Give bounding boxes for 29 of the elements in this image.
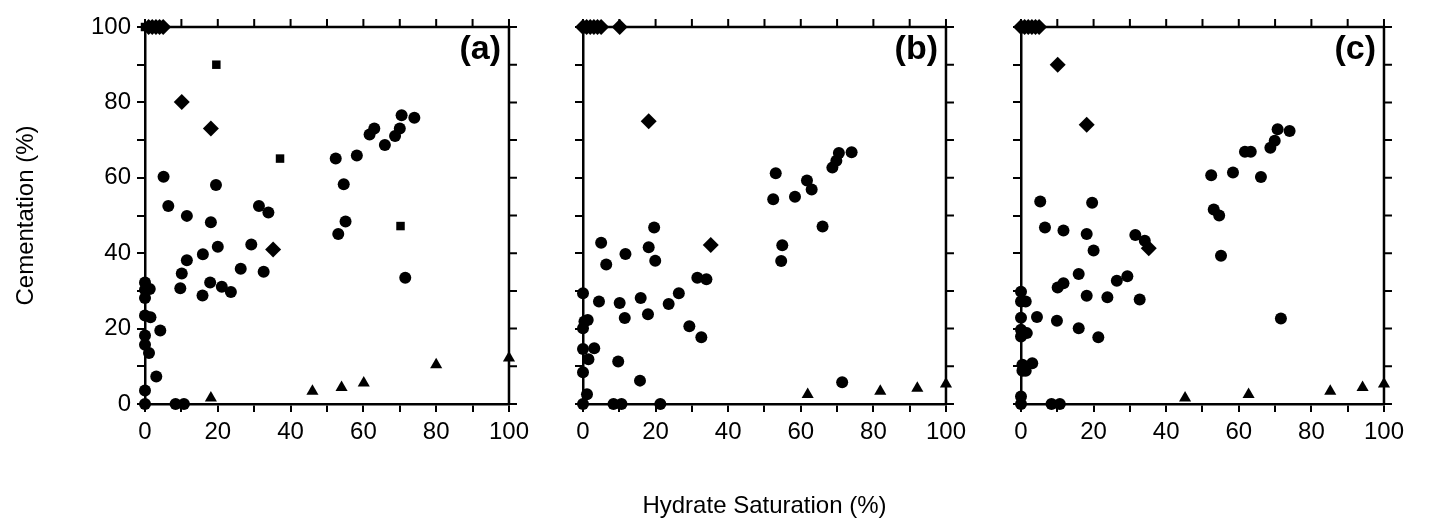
- y-axis-title: Cementation (%): [11, 125, 39, 306]
- x-tick-label: 40: [277, 417, 304, 445]
- x-axis-title: Hydrate Saturation (%): [642, 491, 887, 519]
- x-tick-label: 100: [925, 417, 966, 445]
- x-tick-label: 100: [1363, 417, 1404, 445]
- y-tick-label: 100: [90, 11, 131, 39]
- x-tick-label: 60: [787, 417, 815, 445]
- x-tick-label: 80: [422, 417, 450, 445]
- x-tick-label: 40: [1152, 417, 1180, 445]
- x-tick-label: 20: [642, 417, 669, 445]
- x-tick-label: 60: [350, 417, 377, 445]
- y-tick-label: 40: [104, 237, 131, 265]
- x-tick-label: 0: [576, 417, 590, 445]
- x-tick-label: 20: [1080, 417, 1107, 445]
- x-tick-label: 40: [714, 417, 742, 445]
- x-tick-label: 80: [860, 417, 887, 445]
- chart-title: (c): [1334, 28, 1376, 67]
- x-tick-label: 100: [488, 417, 529, 445]
- x-tick-label: 80: [1298, 417, 1325, 445]
- chart-title: (a): [459, 28, 501, 67]
- y-tick-label: 0: [117, 388, 131, 416]
- x-tick-label: 60: [1225, 417, 1253, 445]
- x-tick-label: 0: [1014, 417, 1028, 445]
- x-tick-label: 20: [204, 417, 232, 445]
- y-tick-label: 20: [104, 313, 131, 341]
- y-tick-label: 80: [104, 87, 131, 115]
- chart-title: (b): [894, 28, 938, 67]
- x-tick-label: 0: [138, 417, 152, 445]
- y-tick-label: 60: [104, 162, 131, 190]
